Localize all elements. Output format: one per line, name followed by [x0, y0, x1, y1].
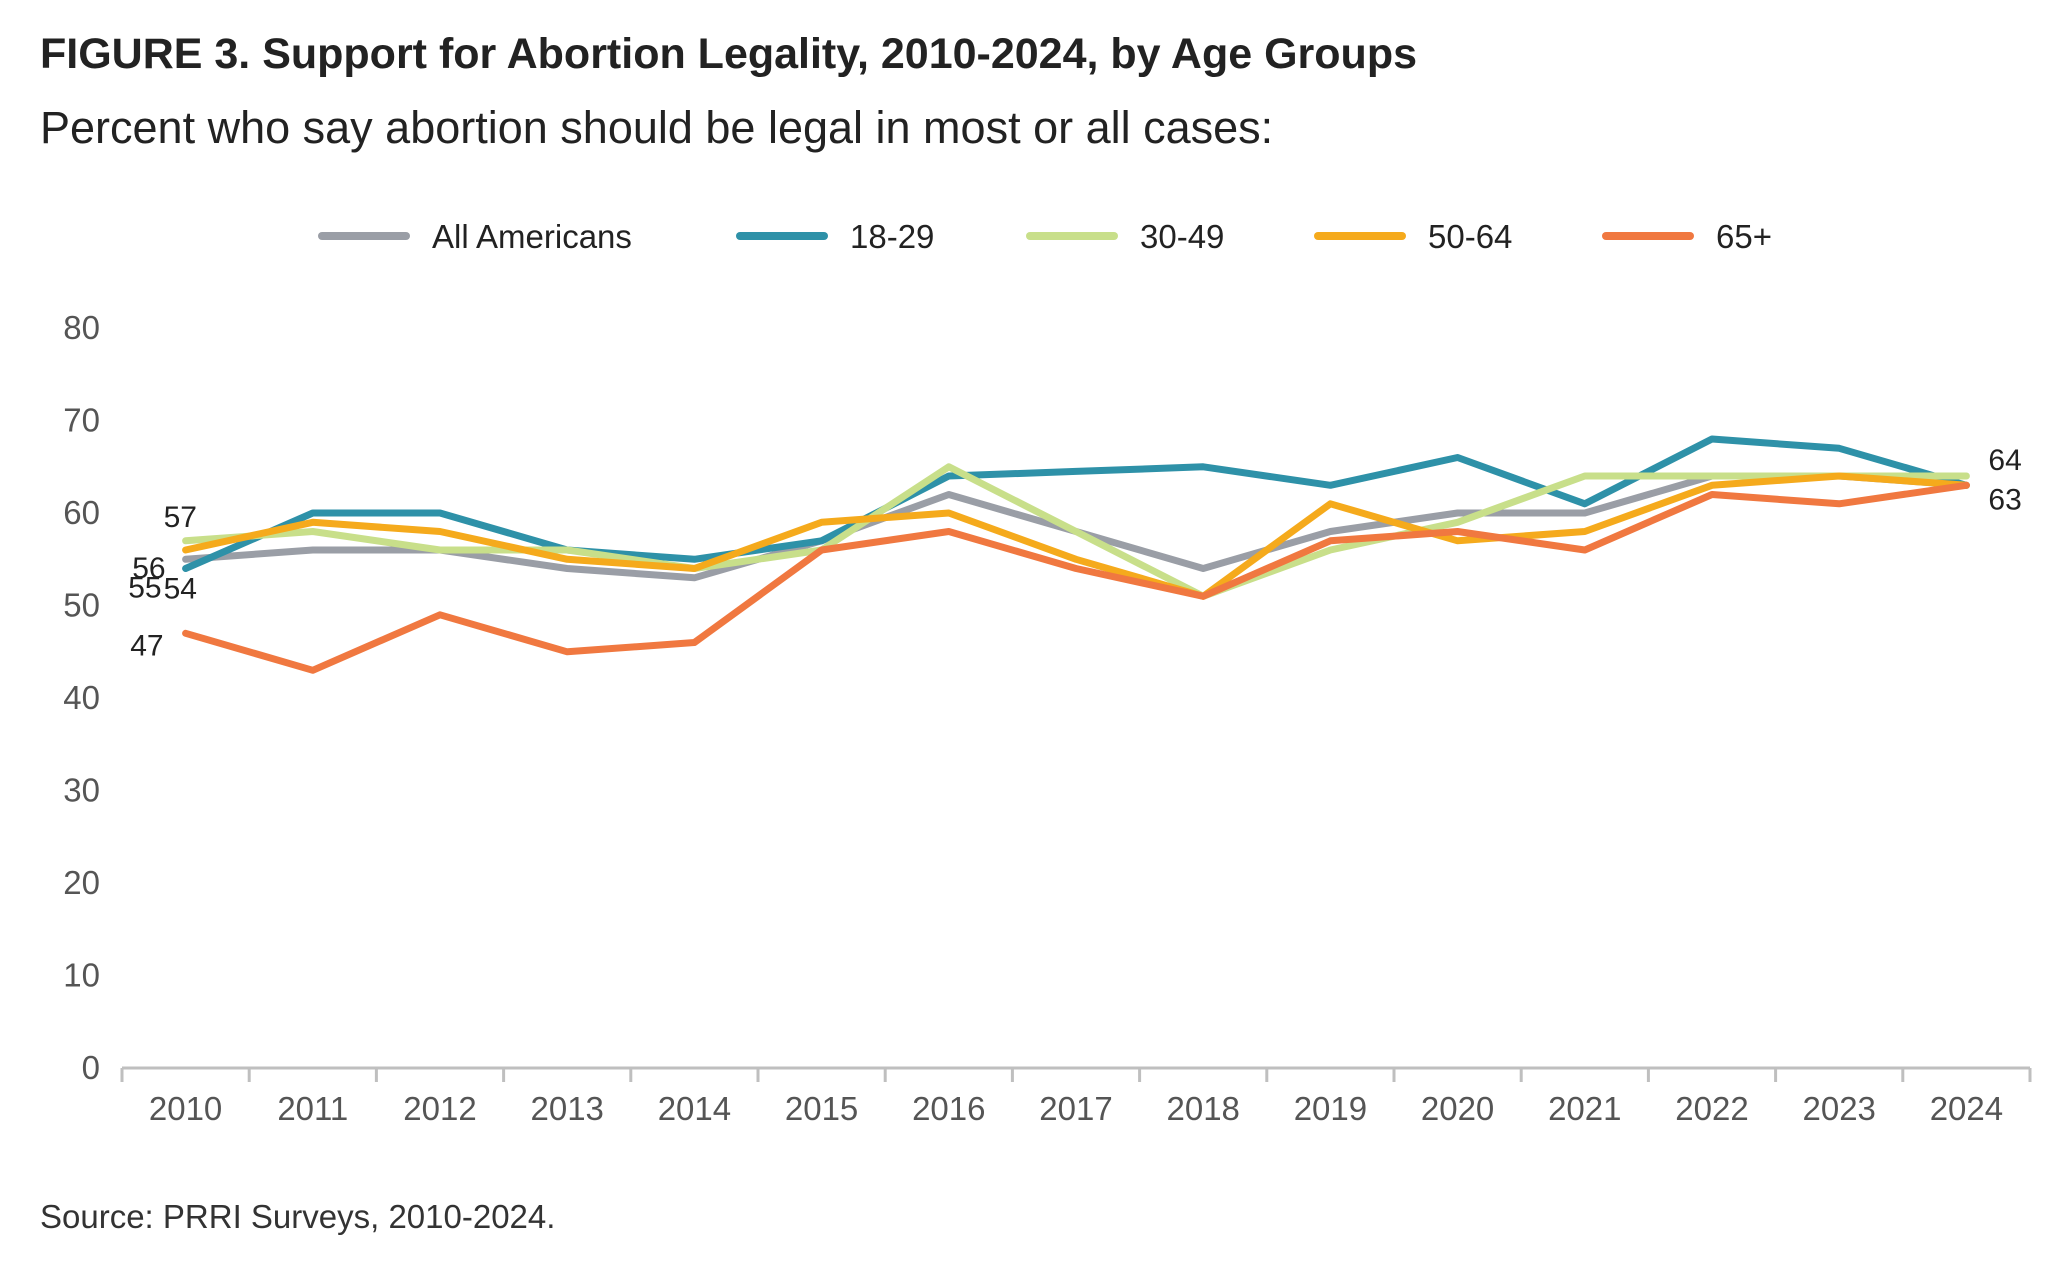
- legend-label: 50-64: [1428, 218, 1512, 255]
- y-axis: 0 10 20 30 40 50 60 70 80: [63, 309, 100, 1086]
- legend-label: 18-29: [850, 218, 934, 255]
- x-tick-label: 2022: [1675, 1090, 1748, 1127]
- x-tick-label: 2017: [1039, 1090, 1112, 1127]
- y-tick-label: 40: [63, 679, 100, 716]
- data-label: 63: [1988, 483, 2021, 516]
- series-lines: [182, 435, 1970, 674]
- series-line-30-49: [182, 463, 1970, 600]
- y-tick-label: 80: [63, 309, 100, 346]
- x-tick-label: 2023: [1802, 1090, 1875, 1127]
- legend: All Americans 18-29 30-49 50-64 65+: [318, 218, 1772, 255]
- x-tick-label: 2010: [149, 1090, 222, 1127]
- x-tick-label: 2024: [1930, 1090, 2003, 1127]
- data-label: 54: [164, 573, 197, 606]
- y-tick-label: 20: [63, 864, 100, 901]
- data-label: 64: [1988, 444, 2021, 477]
- chart-subtitle: Percent who say abortion should be legal…: [40, 102, 1274, 153]
- series-line-50-64: [182, 472, 1970, 600]
- data-label: 57: [164, 501, 197, 534]
- y-tick-label: 0: [82, 1049, 100, 1086]
- x-tick-label: 2018: [1166, 1090, 1239, 1127]
- y-tick-label: 70: [63, 402, 100, 439]
- y-tick-label: 60: [63, 494, 100, 531]
- y-tick-label: 30: [63, 772, 100, 809]
- x-tick-label: 2012: [403, 1090, 476, 1127]
- legend-label: 65+: [1716, 218, 1772, 255]
- x-tick-label: 2013: [530, 1090, 603, 1127]
- series-line-18-29: [182, 435, 1970, 572]
- legend-label: 30-49: [1140, 218, 1224, 255]
- series-line-65-: [182, 481, 1970, 674]
- x-tick-label: 2016: [912, 1090, 985, 1127]
- legend-label: All Americans: [432, 218, 632, 255]
- data-label: 47: [130, 629, 163, 662]
- x-tick-label: 2021: [1548, 1090, 1621, 1127]
- source-note: Source: PRRI Surveys, 2010-2024.: [40, 1198, 556, 1235]
- x-axis: 2010 2011 2012 2013 2014 2015 2016 2017 2018 2019…: [120, 1066, 2032, 1127]
- x-tick-label: 2014: [658, 1090, 731, 1127]
- data-label: 55: [128, 571, 161, 604]
- y-tick-label: 50: [63, 587, 100, 624]
- x-tick-label: 2019: [1294, 1090, 1367, 1127]
- chart-title: FIGURE 3. Support for Abortion Legality,…: [40, 30, 1418, 78]
- data-label: 56: [132, 552, 165, 585]
- y-tick-label: 10: [63, 957, 100, 994]
- x-tick-label: 2020: [1421, 1090, 1494, 1127]
- x-tick-label: 2011: [277, 1090, 348, 1127]
- x-tick-label: 2015: [785, 1090, 858, 1127]
